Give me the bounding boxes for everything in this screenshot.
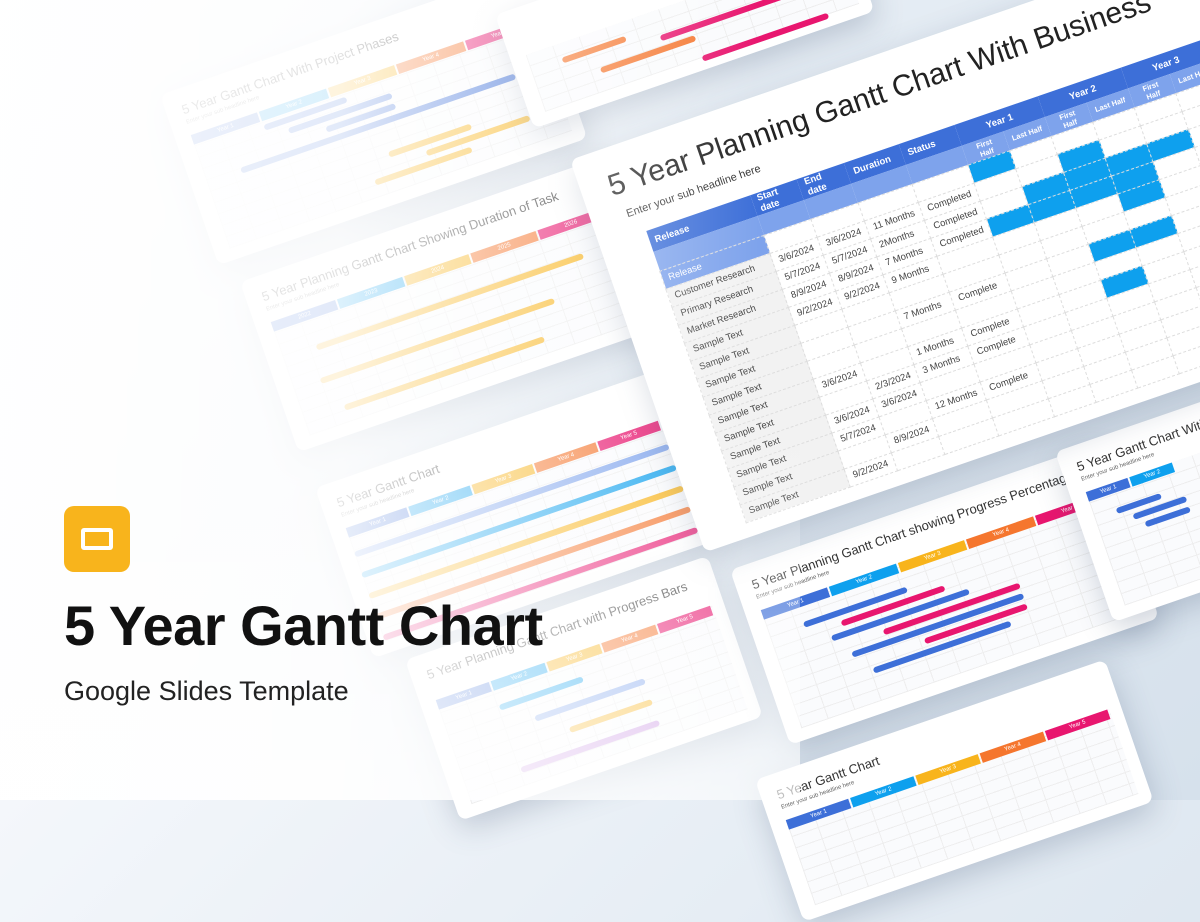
year-label: Year 4 <box>396 41 466 74</box>
year-label: Year 5 <box>656 605 714 634</box>
year-label: 2024 <box>403 254 472 286</box>
year-label: Year 3 <box>546 643 603 672</box>
year-label: Year 3 <box>327 65 398 98</box>
year-label: 2023 <box>337 276 406 309</box>
gantt-bar <box>319 298 555 384</box>
gantt-bar <box>520 719 661 773</box>
year-label: Year 2 <box>850 776 917 808</box>
year-label: Year 3 <box>897 540 968 573</box>
gantt-bar <box>353 443 670 558</box>
hero-subtitle: Google Slides Template <box>64 676 349 706</box>
year-label: Year 3 <box>471 463 536 495</box>
mini-gantt-grid: Year 1 Year 2 Year 3 Year 4 Year 5 <box>785 708 1139 906</box>
year-label: Year 1 <box>1085 477 1131 502</box>
google-slides-logo-icon <box>64 506 130 572</box>
gantt-bar <box>343 336 546 411</box>
year-label: Year 1 <box>435 681 493 710</box>
year-label: Year 2 <box>408 485 473 517</box>
year-label: Year 4 <box>966 516 1036 549</box>
year-label: Year 4 <box>534 442 599 473</box>
year-label: Year 4 <box>601 624 658 653</box>
year-label: Year 2 <box>829 563 900 597</box>
year-label: Year 5 <box>596 420 662 452</box>
year-label: Year 2 <box>1129 462 1175 487</box>
gantt-bar <box>561 35 627 64</box>
year-label: Year 5 <box>1044 709 1111 741</box>
gantt-bar <box>533 678 647 722</box>
year-label: Year 2 <box>490 662 548 691</box>
year-label: Year 3 <box>915 754 982 786</box>
year-label: Year 4 <box>979 731 1046 763</box>
hero-title: 5 Year Gantt Chart <box>64 594 543 657</box>
year-label: 2025 <box>470 231 539 263</box>
